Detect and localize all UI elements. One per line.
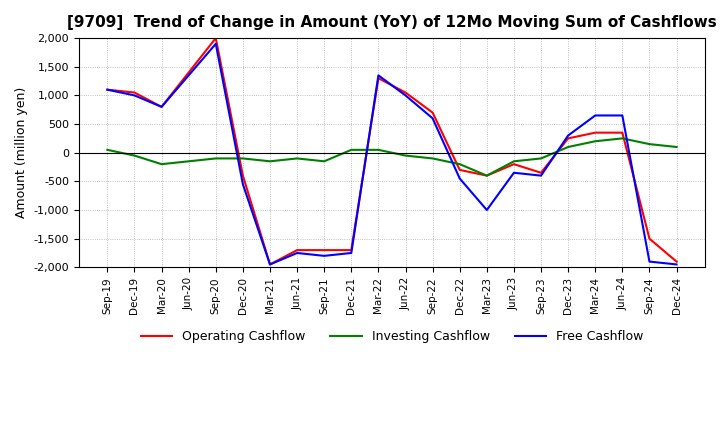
Free Cashflow bbox=[428, 116, 437, 121]
Investing Cashflow bbox=[482, 173, 491, 178]
Investing Cashflow bbox=[212, 156, 220, 161]
Operating Cashflow bbox=[374, 76, 383, 81]
Operating Cashflow bbox=[103, 87, 112, 92]
Investing Cashflow bbox=[374, 147, 383, 153]
Investing Cashflow bbox=[618, 136, 626, 141]
Investing Cashflow bbox=[184, 159, 193, 164]
Free Cashflow bbox=[320, 253, 328, 258]
Operating Cashflow bbox=[320, 247, 328, 253]
Operating Cashflow bbox=[591, 130, 600, 135]
Operating Cashflow bbox=[401, 90, 410, 95]
Investing Cashflow bbox=[401, 153, 410, 158]
Free Cashflow bbox=[347, 250, 356, 256]
Operating Cashflow bbox=[536, 170, 545, 176]
Free Cashflow bbox=[618, 113, 626, 118]
Line: Operating Cashflow: Operating Cashflow bbox=[107, 38, 677, 264]
Investing Cashflow bbox=[536, 156, 545, 161]
Free Cashflow bbox=[455, 176, 464, 181]
Line: Investing Cashflow: Investing Cashflow bbox=[107, 139, 677, 176]
Free Cashflow bbox=[238, 182, 247, 187]
Investing Cashflow bbox=[564, 144, 572, 150]
Free Cashflow bbox=[536, 173, 545, 178]
Investing Cashflow bbox=[591, 139, 600, 144]
Investing Cashflow bbox=[130, 153, 139, 158]
Operating Cashflow bbox=[130, 90, 139, 95]
Free Cashflow bbox=[293, 250, 302, 256]
Title: [9709]  Trend of Change in Amount (YoY) of 12Mo Moving Sum of Cashflows: [9709] Trend of Change in Amount (YoY) o… bbox=[67, 15, 717, 30]
Free Cashflow bbox=[212, 41, 220, 47]
Free Cashflow bbox=[103, 87, 112, 92]
Operating Cashflow bbox=[212, 36, 220, 41]
Investing Cashflow bbox=[672, 144, 681, 150]
Free Cashflow bbox=[374, 73, 383, 78]
Y-axis label: Amount (million yen): Amount (million yen) bbox=[15, 87, 28, 218]
Legend: Operating Cashflow, Investing Cashflow, Free Cashflow: Operating Cashflow, Investing Cashflow, … bbox=[135, 325, 648, 348]
Operating Cashflow bbox=[510, 161, 518, 167]
Operating Cashflow bbox=[238, 173, 247, 178]
Free Cashflow bbox=[184, 73, 193, 78]
Operating Cashflow bbox=[618, 130, 626, 135]
Investing Cashflow bbox=[103, 147, 112, 153]
Free Cashflow bbox=[266, 262, 274, 267]
Free Cashflow bbox=[482, 207, 491, 213]
Investing Cashflow bbox=[455, 161, 464, 167]
Line: Free Cashflow: Free Cashflow bbox=[107, 44, 677, 264]
Investing Cashflow bbox=[510, 159, 518, 164]
Investing Cashflow bbox=[645, 142, 654, 147]
Investing Cashflow bbox=[266, 159, 274, 164]
Free Cashflow bbox=[401, 93, 410, 98]
Operating Cashflow bbox=[455, 167, 464, 172]
Investing Cashflow bbox=[157, 161, 166, 167]
Operating Cashflow bbox=[482, 173, 491, 178]
Operating Cashflow bbox=[293, 247, 302, 253]
Free Cashflow bbox=[510, 170, 518, 176]
Operating Cashflow bbox=[672, 259, 681, 264]
Investing Cashflow bbox=[347, 147, 356, 153]
Free Cashflow bbox=[157, 104, 166, 110]
Free Cashflow bbox=[591, 113, 600, 118]
Investing Cashflow bbox=[320, 159, 328, 164]
Operating Cashflow bbox=[645, 236, 654, 241]
Free Cashflow bbox=[645, 259, 654, 264]
Operating Cashflow bbox=[266, 262, 274, 267]
Operating Cashflow bbox=[347, 247, 356, 253]
Operating Cashflow bbox=[428, 110, 437, 115]
Operating Cashflow bbox=[564, 136, 572, 141]
Operating Cashflow bbox=[157, 104, 166, 110]
Investing Cashflow bbox=[238, 156, 247, 161]
Free Cashflow bbox=[564, 133, 572, 138]
Operating Cashflow bbox=[184, 70, 193, 75]
Investing Cashflow bbox=[293, 156, 302, 161]
Free Cashflow bbox=[672, 262, 681, 267]
Free Cashflow bbox=[130, 93, 139, 98]
Investing Cashflow bbox=[428, 156, 437, 161]
